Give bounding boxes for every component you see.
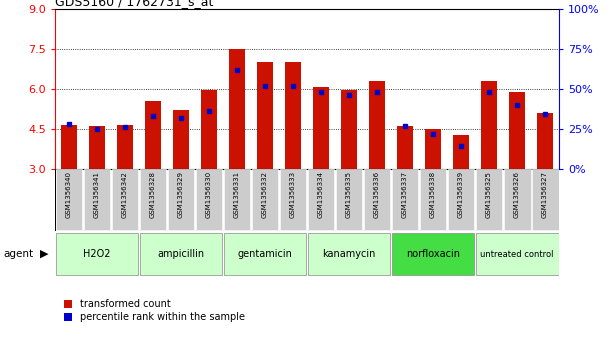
Bar	[313, 87, 329, 169]
Bar	[196, 170, 222, 230]
Legend: transformed count, percentile rank within the sample: transformed count, percentile rank withi…	[60, 295, 249, 326]
Bar	[89, 126, 105, 169]
Bar	[60, 125, 78, 169]
Bar	[224, 233, 307, 276]
Text: GDS5160 / 1762731_s_at: GDS5160 / 1762731_s_at	[55, 0, 213, 8]
Text: GSM1356331: GSM1356331	[234, 171, 240, 218]
Bar	[117, 125, 133, 169]
Bar	[280, 170, 307, 230]
Bar	[475, 170, 502, 230]
Bar	[167, 170, 194, 230]
Bar	[112, 170, 139, 230]
Bar	[420, 170, 447, 230]
Bar	[252, 170, 279, 230]
Bar	[475, 233, 558, 276]
Bar	[425, 129, 441, 169]
Bar	[481, 81, 497, 169]
Text: GSM1356328: GSM1356328	[150, 171, 156, 218]
Text: GSM1356332: GSM1356332	[262, 171, 268, 218]
Bar	[229, 49, 246, 169]
Text: GSM1356341: GSM1356341	[94, 171, 100, 218]
Text: GSM1356335: GSM1356335	[346, 171, 352, 218]
Text: GSM1356327: GSM1356327	[542, 171, 548, 218]
Bar	[335, 170, 362, 230]
Bar	[508, 91, 525, 169]
Bar	[392, 170, 419, 230]
Bar	[503, 170, 530, 230]
Bar	[364, 170, 390, 230]
Text: kanamycin: kanamycin	[323, 249, 376, 259]
Bar	[139, 170, 166, 230]
Text: GSM1356339: GSM1356339	[458, 171, 464, 218]
Bar	[84, 170, 111, 230]
Bar	[307, 170, 334, 230]
Text: GSM1356333: GSM1356333	[290, 171, 296, 218]
Text: H2O2: H2O2	[83, 249, 111, 259]
Text: GSM1356338: GSM1356338	[430, 171, 436, 218]
Bar	[453, 135, 469, 169]
Text: GSM1356326: GSM1356326	[514, 171, 520, 218]
Bar	[145, 101, 161, 169]
Text: gentamicin: gentamicin	[238, 249, 293, 259]
Bar	[340, 90, 357, 169]
Bar	[224, 170, 251, 230]
Text: untreated control: untreated control	[480, 250, 554, 258]
Bar	[392, 233, 475, 276]
Text: ampicillin: ampicillin	[158, 249, 205, 259]
Text: GSM1356334: GSM1356334	[318, 171, 324, 218]
Text: GSM1356329: GSM1356329	[178, 171, 184, 218]
Text: agent: agent	[3, 249, 33, 259]
Bar	[257, 62, 274, 169]
Text: GSM1356337: GSM1356337	[402, 171, 408, 218]
Bar	[532, 170, 558, 230]
Bar	[448, 170, 475, 230]
Bar	[285, 62, 301, 169]
Text: GSM1356336: GSM1356336	[374, 171, 380, 218]
Text: ▶: ▶	[40, 249, 48, 259]
Text: GSM1356325: GSM1356325	[486, 171, 492, 217]
Bar	[368, 81, 386, 169]
Bar	[397, 126, 414, 169]
Bar	[56, 233, 139, 276]
Bar	[307, 233, 390, 276]
Text: GSM1356340: GSM1356340	[66, 171, 72, 218]
Text: GSM1356330: GSM1356330	[206, 171, 212, 218]
Bar	[536, 113, 554, 169]
Bar	[56, 170, 82, 230]
Text: norfloxacin: norfloxacin	[406, 249, 460, 259]
Text: GSM1356342: GSM1356342	[122, 171, 128, 217]
Bar	[139, 233, 222, 276]
Bar	[200, 90, 218, 169]
Bar	[173, 110, 189, 169]
